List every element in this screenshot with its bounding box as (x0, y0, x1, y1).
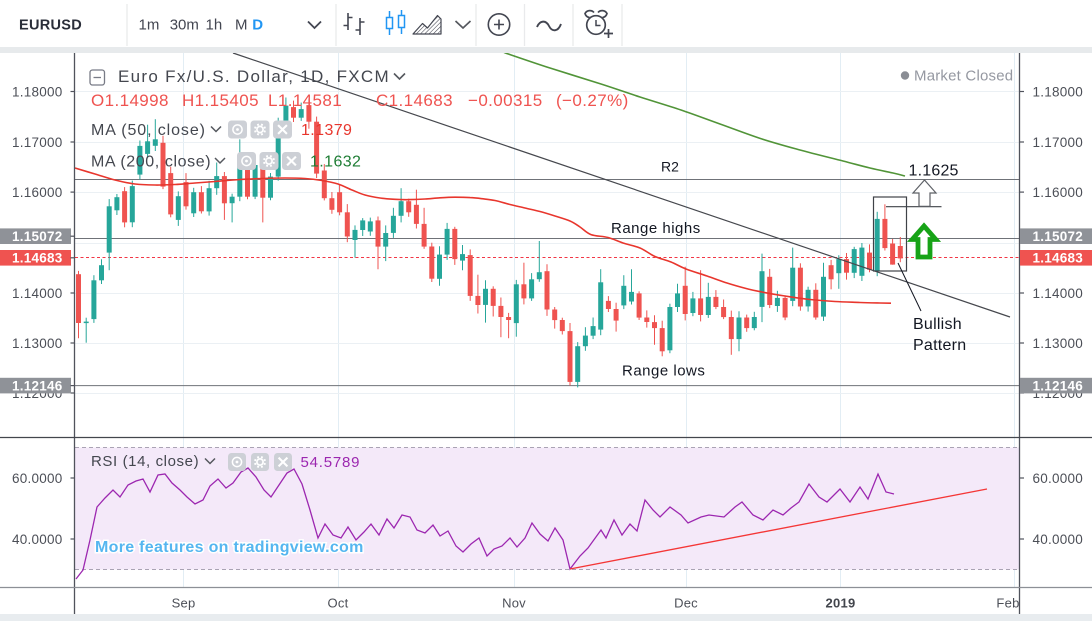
svg-text:1.17000: 1.17000 (12, 135, 63, 150)
svg-text:1.13000: 1.13000 (1033, 336, 1084, 351)
svg-text:1.14683: 1.14683 (1033, 251, 1084, 266)
svg-text:1h: 1h (206, 17, 223, 34)
svg-text:1.18000: 1.18000 (12, 84, 63, 99)
svg-text:30m: 30m (170, 17, 199, 34)
svg-text:60.0000: 60.0000 (1033, 471, 1084, 486)
svg-text:1.13000: 1.13000 (12, 336, 63, 351)
svg-text:1.14000: 1.14000 (12, 286, 63, 301)
svg-text:(−0.27%): (−0.27%) (556, 91, 629, 110)
svg-text:−0.00315: −0.00315 (468, 91, 543, 110)
svg-text:60.0000: 60.0000 (12, 471, 63, 486)
svg-text:EURUSD: EURUSD (19, 18, 82, 34)
svg-text:1.1625: 1.1625 (909, 163, 959, 180)
svg-text:MA (200, close): MA (200, close) (91, 153, 211, 170)
svg-text:R2: R2 (661, 159, 679, 175)
svg-text:RSI (14, close): RSI (14, close) (91, 453, 199, 470)
svg-text:2019: 2019 (826, 596, 856, 611)
svg-text:Dec: Dec (674, 596, 698, 611)
svg-text:40.0000: 40.0000 (1033, 532, 1084, 547)
svg-text:1.16000: 1.16000 (12, 185, 63, 200)
svg-text:Feb: Feb (996, 596, 1019, 611)
svg-text:MA (50, close): MA (50, close) (91, 122, 206, 139)
svg-text:40.0000: 40.0000 (12, 532, 63, 547)
svg-text:O1.14998: O1.14998 (91, 91, 169, 110)
svg-text:1.18000: 1.18000 (1033, 84, 1084, 99)
svg-text:D: D (252, 17, 263, 34)
svg-text:1.15072: 1.15072 (1033, 229, 1084, 244)
svg-text:1.14000: 1.14000 (1033, 286, 1084, 301)
svg-text:Range highs: Range highs (611, 220, 701, 237)
svg-text:Sep: Sep (172, 596, 196, 611)
svg-text:L1.14581: L1.14581 (268, 91, 342, 110)
svg-text:1.17000: 1.17000 (1033, 135, 1084, 150)
svg-text:Pattern: Pattern (913, 337, 966, 354)
svg-text:C1.14683: C1.14683 (376, 91, 453, 110)
svg-text:H1.15405: H1.15405 (182, 91, 259, 110)
svg-text:1.12146: 1.12146 (1033, 379, 1084, 394)
svg-text:Oct: Oct (328, 596, 349, 611)
svg-text:M: M (235, 17, 248, 34)
svg-text:1.1632: 1.1632 (310, 153, 361, 170)
svg-text:Euro Fx/U.S. Dollar, 1D, FXCM: Euro Fx/U.S. Dollar, 1D, FXCM (118, 67, 390, 86)
svg-text:Nov: Nov (502, 596, 526, 611)
svg-text:1.1379: 1.1379 (301, 122, 352, 139)
svg-text:1.16000: 1.16000 (1033, 185, 1084, 200)
svg-text:1.15072: 1.15072 (12, 229, 63, 244)
svg-text:Market Closed: Market Closed (914, 68, 1013, 85)
svg-text:1m: 1m (139, 17, 160, 34)
svg-text:1.12146: 1.12146 (12, 379, 63, 394)
svg-text:More features on tradingview.c: More features on tradingview.com (95, 539, 364, 556)
svg-text:Range lows: Range lows (622, 363, 705, 380)
svg-text:Bullish: Bullish (913, 316, 962, 333)
svg-text:1.14683: 1.14683 (12, 251, 63, 266)
svg-text:54.5789: 54.5789 (301, 454, 361, 471)
